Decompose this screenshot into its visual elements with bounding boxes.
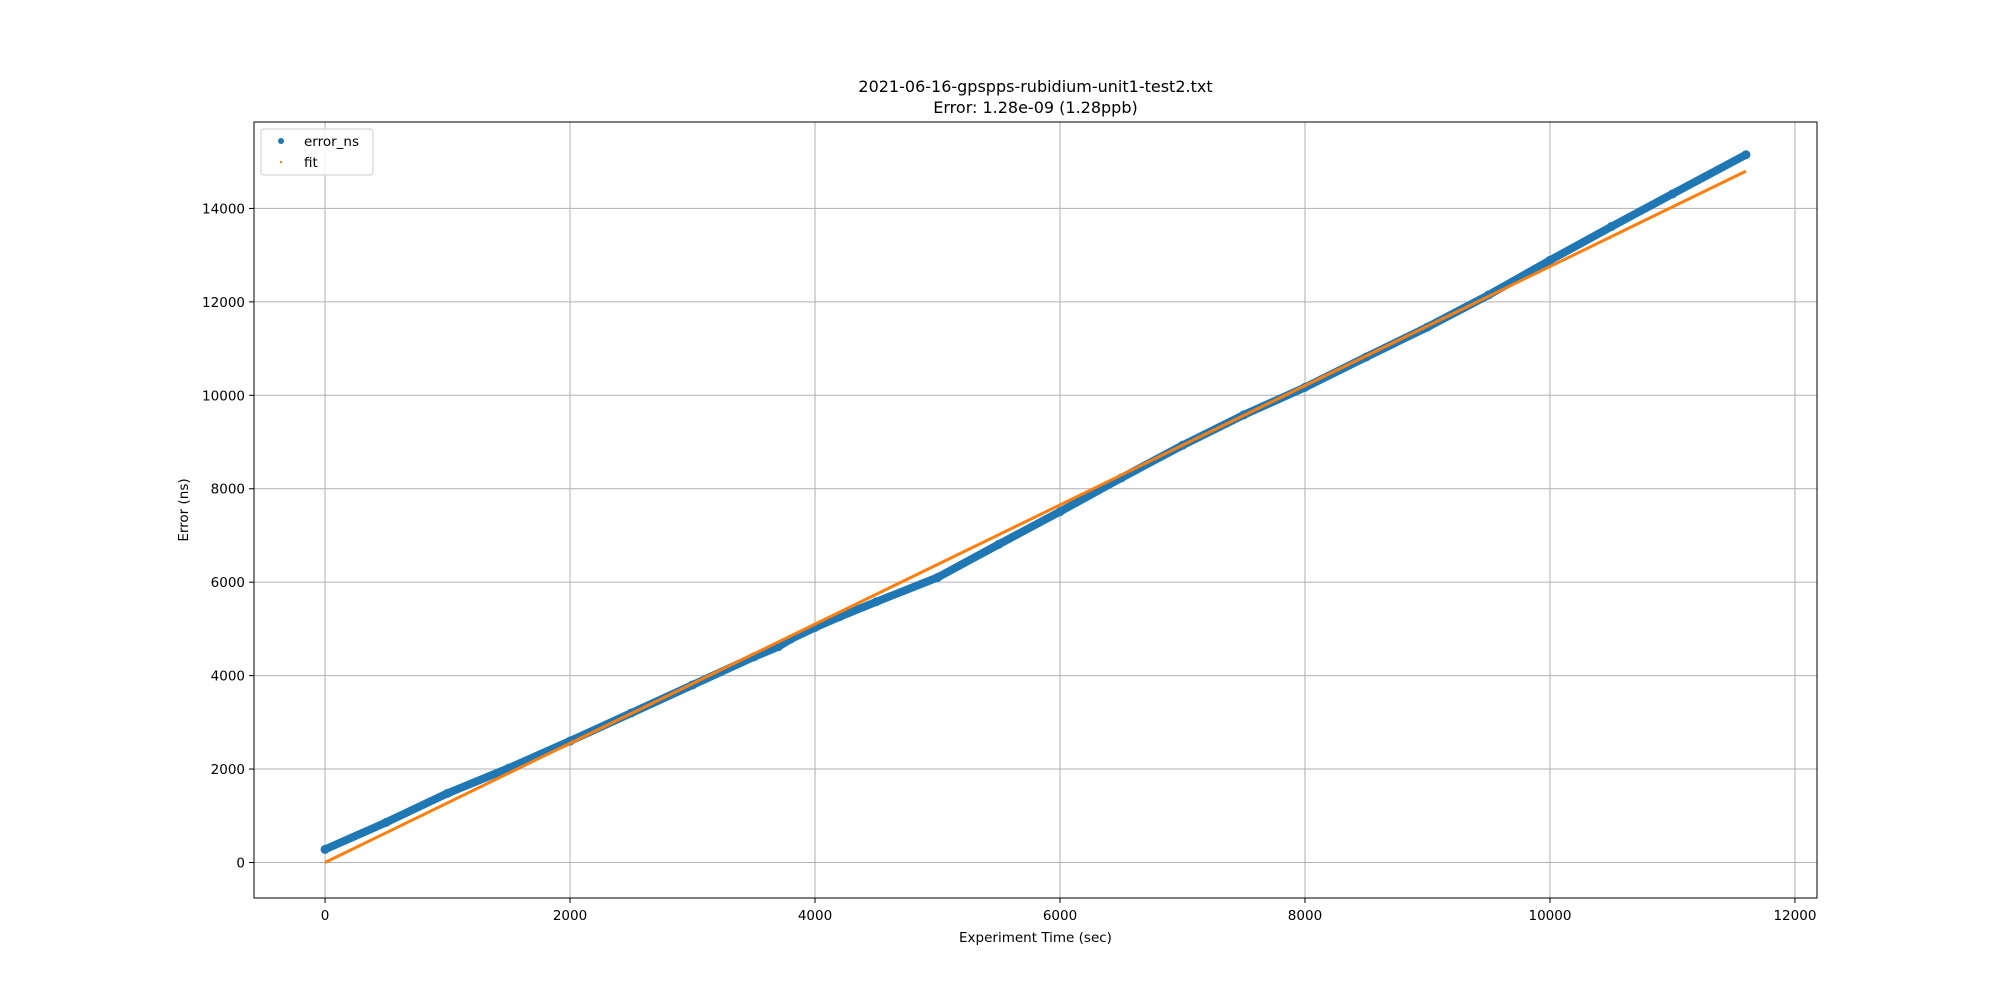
chart-subtitle: Error: 1.28e-09 (1.28ppb) xyxy=(933,98,1137,117)
series-error-ns-point xyxy=(871,597,881,607)
legend-label-error-ns: error_ns xyxy=(304,134,359,150)
series-fit-line xyxy=(324,169,1747,864)
legend-marker-error-ns xyxy=(278,138,284,144)
y-tick-label: 6000 xyxy=(211,575,245,591)
series-error-ns-point xyxy=(1055,507,1065,517)
x-tick-label: 0 xyxy=(321,908,330,924)
series-error-ns-point xyxy=(1545,255,1555,265)
series-error-ns-point xyxy=(1741,150,1751,160)
series-error-ns-point xyxy=(320,844,330,854)
x-tick-label: 8000 xyxy=(1288,908,1322,924)
grid-layer xyxy=(254,122,1817,898)
x-tick-label: 6000 xyxy=(1043,908,1077,924)
y-axis-label: Error (ns) xyxy=(176,478,192,541)
series-error-ns-point xyxy=(443,788,453,798)
y-tick-label: 0 xyxy=(236,855,245,871)
y-tick-label: 10000 xyxy=(202,388,245,404)
x-tick-label: 10000 xyxy=(1528,908,1571,924)
y-tick-label: 4000 xyxy=(211,669,245,685)
legend-marker-fit xyxy=(279,160,283,164)
legend-box xyxy=(260,128,374,176)
y-tick-label: 8000 xyxy=(211,482,245,498)
legend-label-fit: fit xyxy=(304,155,318,171)
tick-layer: 0 2000 4000 6000 8000 10000 12000 0 2000 4000 6000… xyxy=(202,201,1816,924)
legend: error_ns fit xyxy=(260,128,374,176)
series-error-ns-point xyxy=(933,573,943,583)
x-tick-label: 12000 xyxy=(1773,908,1816,924)
plot-frame xyxy=(253,121,1818,899)
series-layer xyxy=(320,150,1751,864)
chart-title: 2021-06-16-gpspps-rubidium-unit1-test2.t… xyxy=(858,77,1212,96)
x-tick-label: 2000 xyxy=(553,908,587,924)
x-tick-label: 4000 xyxy=(798,908,832,924)
y-tick-label: 12000 xyxy=(202,295,245,311)
series-error-ns-point xyxy=(1606,222,1616,232)
series-error-ns-point xyxy=(381,817,391,827)
y-tick-label: 2000 xyxy=(211,762,245,778)
x-axis-label: Experiment Time (sec) xyxy=(959,930,1112,946)
series-error-ns-point xyxy=(994,539,1004,549)
series-error-ns-line xyxy=(321,150,1750,854)
y-tick-label: 14000 xyxy=(202,201,245,217)
series-error-ns-point xyxy=(1667,189,1677,199)
